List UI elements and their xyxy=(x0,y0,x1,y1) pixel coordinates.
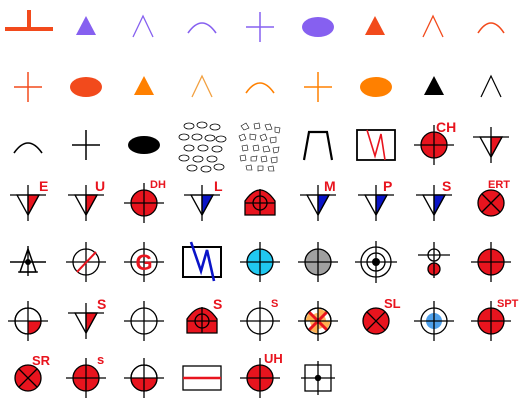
x-circle-sr-icon: SR xyxy=(14,353,51,392)
x-circle-sr-label: SR xyxy=(32,353,51,368)
ellipse-purple-icon xyxy=(302,17,334,37)
arc-black-icon xyxy=(13,142,43,154)
half-triangle-u-icon: U xyxy=(68,178,105,221)
x-circle-sl-icon: SL xyxy=(362,296,401,335)
well-s-icon: s xyxy=(66,352,106,398)
circle-diagonal-icon xyxy=(66,242,106,282)
half-triangle-s-icon: S xyxy=(68,296,106,339)
well-spt-label: SPT xyxy=(497,298,519,310)
cross-purple-icon xyxy=(246,12,274,42)
half-triangle-blue-p-icon: P xyxy=(358,178,394,221)
tripod-icon xyxy=(10,246,46,276)
trapezoid-icon xyxy=(302,130,334,161)
triangle-red-icon xyxy=(365,16,385,35)
half-triangle-u-label: U xyxy=(95,178,105,194)
triangle-black-icon xyxy=(424,76,444,95)
open-circle-icon xyxy=(124,301,164,341)
cross-orange-2-icon xyxy=(304,72,332,102)
half-triangle-blue-s-icon: S xyxy=(416,178,452,221)
well-s-label: s xyxy=(97,352,104,367)
well-red-icon xyxy=(471,242,511,282)
circle-g-icon: G xyxy=(124,242,164,282)
ovals-pattern-icon xyxy=(178,121,227,173)
target-icon xyxy=(355,241,397,283)
box-cross-dot-icon xyxy=(301,361,335,395)
tee-icon xyxy=(5,10,53,31)
triangle-purple-icon xyxy=(76,16,96,35)
chevron-red-icon xyxy=(422,14,444,38)
stones-pattern-icon xyxy=(238,122,281,172)
open-circle-s-label: S xyxy=(271,298,278,310)
half-triangle-blue-l-icon: L xyxy=(184,178,223,221)
arc-purple-icon xyxy=(187,22,217,34)
dome-s-icon: S xyxy=(186,296,222,334)
half-triangle-blue-l-label: L xyxy=(214,178,223,194)
open-circle-s-icon: S xyxy=(240,298,280,341)
half-triangle-blue-s-label: S xyxy=(442,178,451,194)
circle-blue-center-icon xyxy=(414,301,454,341)
well-dh-icon: DH xyxy=(124,179,166,223)
arc-red-icon xyxy=(477,22,505,34)
figure-eight-icon xyxy=(418,242,450,278)
ellipse-orange-icon xyxy=(360,77,392,97)
ellipse-red-icon xyxy=(70,77,102,97)
well-uh-icon: UH xyxy=(240,351,283,398)
half-triangle-s-label: S xyxy=(97,296,106,312)
half-circle-icon xyxy=(124,358,164,398)
triangle-orange-icon xyxy=(134,76,154,95)
x-circle-ert-label: ERT xyxy=(488,179,510,191)
well-dh-label: DH xyxy=(150,179,166,191)
box-zigzag-blue-icon xyxy=(182,241,222,282)
arc-orange-icon xyxy=(245,82,275,94)
half-triangle-e-icon: E xyxy=(10,178,48,221)
ellipse-black-icon xyxy=(128,136,160,154)
well-uh-label: UH xyxy=(264,351,283,366)
half-triangle-icon xyxy=(473,127,509,163)
chevron-purple-icon xyxy=(132,14,154,38)
chevron-orange-icon xyxy=(191,74,213,98)
half-triangle-blue-m-icon: M xyxy=(300,178,336,221)
well-ch-icon: CH xyxy=(414,119,456,165)
half-triangle-e-label: E xyxy=(39,178,48,194)
well-gray-icon xyxy=(298,242,338,282)
x-circle-ert-icon: ERT xyxy=(477,179,510,217)
cross-black-icon xyxy=(72,130,100,160)
half-triangle-blue-p-label: P xyxy=(383,178,392,194)
circle-g-label: G xyxy=(135,250,152,275)
quarter-circle-icon xyxy=(8,301,48,341)
half-triangle-blue-m-label: M xyxy=(324,178,336,194)
cross-orange-icon xyxy=(14,72,42,102)
well-spt-icon: SPT xyxy=(471,298,519,341)
dome-s-label: S xyxy=(213,296,222,312)
dome-well-icon xyxy=(244,189,276,216)
x-circle-sl-label: SL xyxy=(384,296,401,311)
box-redline-icon xyxy=(182,365,222,391)
chevron-black-icon xyxy=(480,74,502,98)
well-cyan-icon xyxy=(240,242,280,282)
well-ch-label: CH xyxy=(436,119,456,135)
box-zigzag-red-icon xyxy=(356,129,396,161)
x-circle-orange-icon xyxy=(298,301,338,341)
